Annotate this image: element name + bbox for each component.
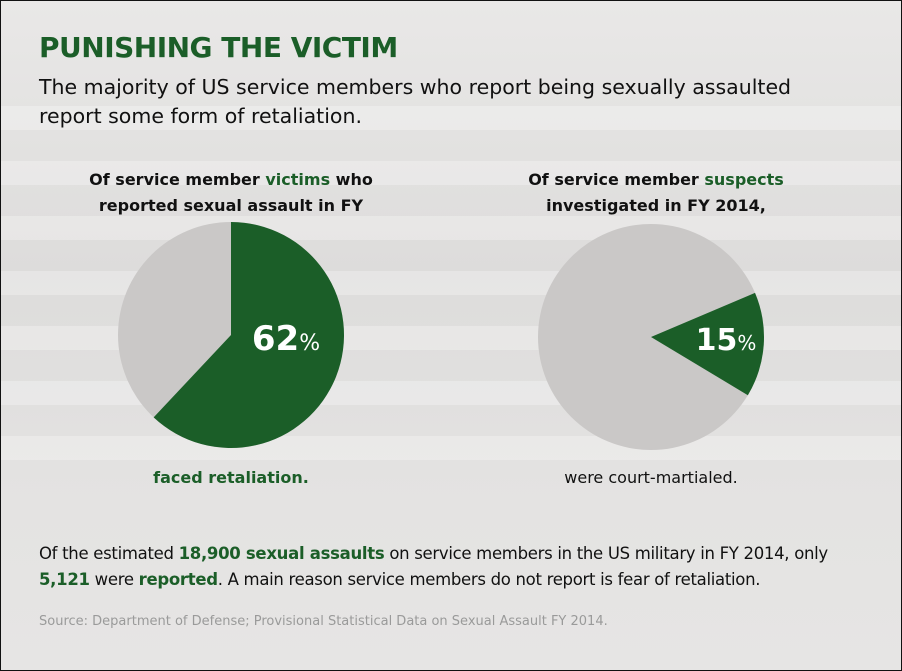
flag-stripe [1,161,901,185]
caption-text: investigated in FY 2014, [546,196,766,215]
pie-label-victims: 62% [252,319,320,359]
subtitle: The majority of US service members who r… [39,75,792,128]
pie-suspects [538,224,764,450]
pie-slice-value [153,222,344,448]
flag-stripe [1,216,901,240]
caption-text: Of service member [89,170,266,189]
note-highlight: reported [138,570,218,589]
source-note: Source: Department of Defense; Provision… [39,614,608,629]
flag-stripe [1,106,901,130]
summary-note: Of the estimated 18,900 sexual assaults … [39,541,879,593]
pie-victims [118,222,344,448]
note-text: on service members in the US military in… [384,544,828,563]
pie-label-suspects: 15% [696,323,757,358]
note-text: . A main reason service members do not r… [217,570,761,589]
caption-highlight: suspects [704,170,784,189]
label-unit: % [737,331,756,355]
flag-stripe [1,436,901,460]
note-text: Of the estimated [39,544,179,563]
pie-footer-victims: faced retaliation. [153,468,309,487]
note-highlight: 5,121 [39,570,90,589]
caption-text: Of service member [528,170,705,189]
pie-caption-suspects: Of service member suspects investigated … [506,167,806,219]
pie-footer-suspects: were court-martialed. [564,468,738,487]
label-number: 62 [252,319,299,359]
note-highlight: 18,900 sexual assaults [178,544,385,563]
label-unit: % [299,331,320,356]
label-number: 15 [696,323,738,358]
note-text: were [89,570,139,589]
caption-highlight: victims [265,170,331,189]
page-title: PUNISHING THE VICTIM [39,31,398,64]
pie-slice-value [651,292,764,396]
